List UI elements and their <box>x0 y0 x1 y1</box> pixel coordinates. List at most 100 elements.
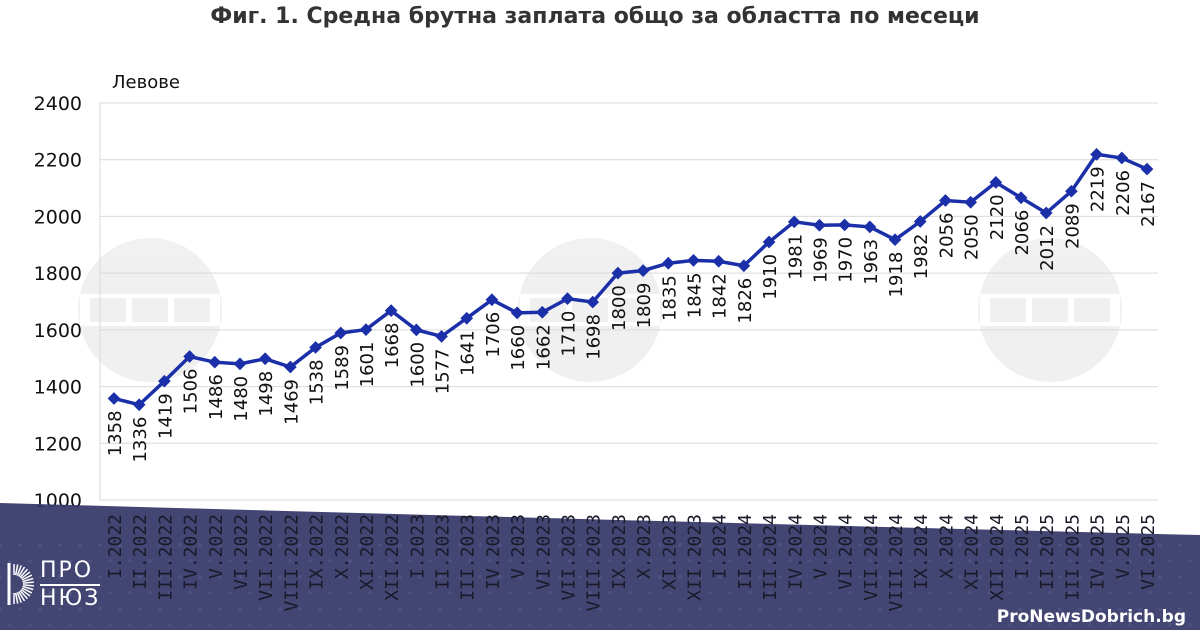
banner-dot <box>428 623 432 627</box>
banner-dot <box>1088 591 1092 595</box>
banner-dot <box>28 559 32 563</box>
banner-dot <box>1018 575 1022 579</box>
banner-dot <box>898 607 902 611</box>
banner-dot <box>398 607 402 611</box>
y-tick-label: 2000 <box>34 206 82 228</box>
x-tick-label: V.2024 <box>810 514 831 579</box>
banner-dot <box>358 607 362 611</box>
banner-dot <box>368 623 372 627</box>
banner-dot <box>468 559 472 563</box>
banner-dot <box>638 575 642 579</box>
banner-dot <box>158 543 162 547</box>
banner-dot <box>1178 575 1182 579</box>
data-label: 1970 <box>836 237 857 283</box>
banner-dot <box>268 623 272 627</box>
banner-dot <box>448 623 452 627</box>
banner-dot <box>98 575 102 579</box>
x-tick-label: III.2023 <box>458 514 479 601</box>
banner-dot <box>458 607 462 611</box>
banner-dot <box>408 591 412 595</box>
banner-dot <box>58 607 62 611</box>
banner-dot <box>298 607 302 611</box>
banner-dot <box>428 559 432 563</box>
banner-dot <box>178 575 182 579</box>
banner-dot <box>988 559 992 563</box>
banner-dot <box>1098 607 1102 611</box>
banner-dot <box>268 559 272 563</box>
banner-dot <box>788 623 792 627</box>
banner-dot <box>148 559 152 563</box>
banner-dot <box>848 623 852 627</box>
banner-dot <box>568 591 572 595</box>
banner-dot <box>698 575 702 579</box>
data-point <box>334 326 348 340</box>
data-label: 1577 <box>433 348 454 394</box>
banner-dot <box>928 559 932 563</box>
banner-dot <box>628 591 632 595</box>
banner-dot <box>688 559 692 563</box>
banner-dot <box>1188 559 1192 563</box>
banner-dot <box>258 607 262 611</box>
banner-dot <box>1078 543 1082 547</box>
banner-dot <box>798 543 802 547</box>
banner-dot <box>868 591 872 595</box>
banner-dot <box>448 591 452 595</box>
banner-dot <box>528 559 532 563</box>
banner-dot <box>538 607 542 611</box>
banner-dot <box>228 591 232 595</box>
banner-dot <box>338 543 342 547</box>
banner-dot <box>638 607 642 611</box>
y-tick-label: 1800 <box>34 263 82 285</box>
banner-dot <box>878 607 882 611</box>
banner-dot <box>138 607 142 611</box>
banner-dot <box>298 575 302 579</box>
banner-dot <box>458 575 462 579</box>
x-tick-label: I.2025 <box>1012 514 1033 579</box>
logo-line1: ПРО <box>40 560 101 586</box>
banner-dot <box>968 559 972 563</box>
banner-dot <box>648 559 652 563</box>
banner-dot <box>888 559 892 563</box>
banner-dot <box>0 575 2 579</box>
banner-dot <box>548 591 552 595</box>
data-point <box>158 374 171 388</box>
banner-dot <box>1028 591 1032 595</box>
data-label: 1918 <box>886 252 907 298</box>
banner-dot <box>1088 623 1092 627</box>
banner-dot <box>1098 575 1102 579</box>
x-tick-label: XII.2023 <box>684 514 705 601</box>
data-point <box>712 254 726 268</box>
banner-dot <box>668 591 672 595</box>
bta-watermark <box>78 238 222 382</box>
banner-dot <box>378 543 382 547</box>
banner-dot <box>978 607 982 611</box>
banner-dot <box>138 575 142 579</box>
data-label: 1480 <box>231 376 252 422</box>
banner-dot <box>698 607 702 611</box>
banner-dot <box>868 623 872 627</box>
data-label: 1486 <box>206 374 227 420</box>
banner-dot <box>718 607 722 611</box>
banner-dot <box>568 559 572 563</box>
banner-dot <box>348 591 352 595</box>
banner-dot <box>668 623 672 627</box>
logo-line2: НЮЗ <box>40 586 101 611</box>
banner-dot <box>208 559 212 563</box>
banner-dot <box>408 559 412 563</box>
x-tick-label: XII.2022 <box>382 514 403 601</box>
banner-dot <box>38 543 42 547</box>
x-tick-label: V.2023 <box>508 514 529 579</box>
banner-dot <box>978 543 982 547</box>
data-point <box>183 350 196 363</box>
x-tick-label: II.2022 <box>130 514 151 590</box>
banner-dot <box>498 543 502 547</box>
banner-dot <box>658 543 662 547</box>
banner-dot <box>298 543 302 547</box>
banner-dot <box>28 623 32 627</box>
banner-dot <box>668 559 672 563</box>
banner-dot <box>938 543 942 547</box>
data-label: 1469 <box>281 379 302 425</box>
banner-dot <box>258 543 262 547</box>
banner-dot <box>588 591 592 595</box>
banner-dot <box>1038 543 1042 547</box>
